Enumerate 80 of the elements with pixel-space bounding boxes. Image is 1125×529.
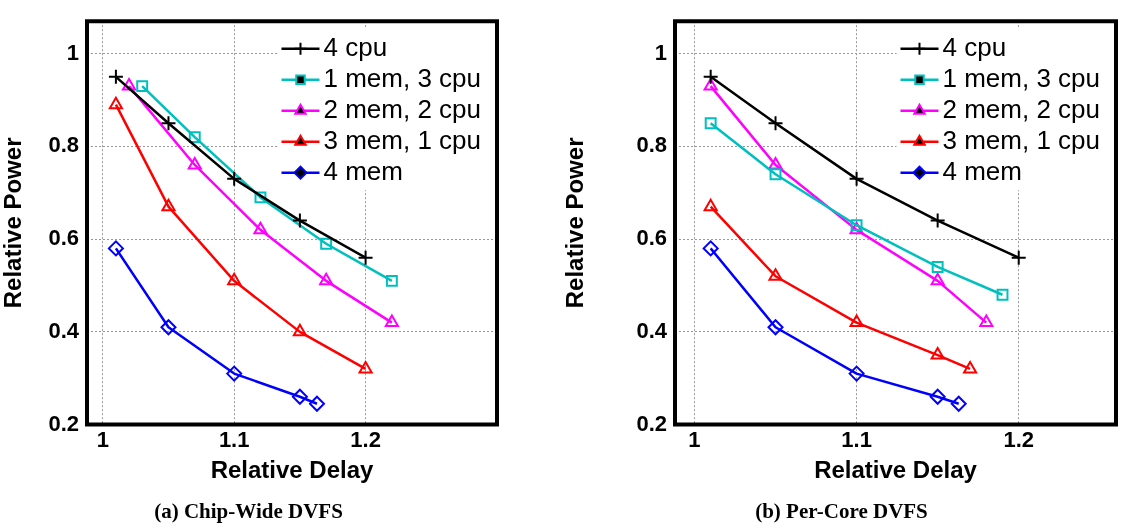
point <box>963 360 978 374</box>
point <box>188 131 201 144</box>
y-tick-label: 0.6 <box>636 225 667 251</box>
x-tick-label: 1 <box>688 426 701 452</box>
x-tick-label: 1.2 <box>350 426 381 452</box>
point <box>703 78 718 91</box>
text: (b) Per-Core DVFS <box>755 498 928 523</box>
x-tick-label: 1.2 <box>1003 426 1035 452</box>
point <box>226 170 243 187</box>
point <box>930 272 945 286</box>
point <box>979 314 994 328</box>
legend-label: 1 mem, 3 cpu <box>323 62 481 93</box>
text: (a) Chip-Wide DVFS <box>154 498 343 523</box>
point <box>385 274 398 287</box>
legend-label: 4 cpu <box>323 31 388 62</box>
point <box>187 156 202 170</box>
point <box>107 68 124 85</box>
point <box>136 80 149 93</box>
point <box>768 268 783 281</box>
y-tick-label: 1 <box>66 39 79 65</box>
legend-label: 2 mem, 2 cpu <box>942 93 1100 124</box>
y-tick-label: 0.4 <box>636 317 668 343</box>
point <box>358 360 373 374</box>
x-tick-label: 1.1 <box>841 426 872 452</box>
point <box>253 221 268 235</box>
y-tick-label: 0.6 <box>48 225 79 251</box>
point <box>254 191 267 204</box>
y-axis-title: Relative Power <box>0 137 27 309</box>
point <box>848 365 865 382</box>
legend-label: 2 mem, 2 cpu <box>323 93 481 124</box>
point <box>108 96 123 110</box>
point <box>319 272 334 286</box>
y-tick-label: 0.8 <box>48 132 79 158</box>
legend-label: 4 mem <box>942 155 1022 186</box>
point <box>931 261 944 273</box>
point <box>996 288 1009 301</box>
point <box>703 198 718 212</box>
point <box>767 319 784 336</box>
point <box>291 212 308 229</box>
point <box>357 249 374 266</box>
point <box>929 388 946 405</box>
legend-label: 1 mem, 3 cpu <box>942 62 1100 93</box>
point <box>292 323 307 337</box>
point <box>384 314 399 328</box>
point <box>291 388 308 405</box>
point <box>704 117 717 130</box>
point <box>121 78 137 91</box>
point <box>227 272 242 286</box>
x-tick-label: 1 <box>96 426 109 452</box>
point <box>107 240 124 257</box>
point <box>769 168 782 181</box>
y-tick-label: 1 <box>654 39 667 65</box>
point <box>950 395 967 412</box>
point <box>160 319 177 336</box>
legend-label: 4 cpu <box>942 31 1007 62</box>
legend-label: 4 mem <box>323 155 403 186</box>
x-axis-title: Relative Delay <box>210 456 375 484</box>
x-tick-label: 1.1 <box>218 426 250 452</box>
point <box>1010 249 1027 266</box>
legend-label: 3 mem, 1 cpu <box>942 124 1100 155</box>
point <box>929 212 946 229</box>
point <box>308 395 325 412</box>
point <box>320 237 333 250</box>
y-tick-label: 0.8 <box>636 132 667 158</box>
legend-label: 3 mem, 1 cpu <box>323 124 481 155</box>
point <box>930 347 945 360</box>
point <box>161 198 176 212</box>
y-tick-label: 0.2 <box>636 410 667 436</box>
point <box>226 365 243 382</box>
point <box>848 170 865 187</box>
point <box>767 115 784 132</box>
y-tick-label: 0.2 <box>48 410 79 436</box>
point <box>702 68 719 85</box>
point <box>768 156 783 170</box>
point <box>160 115 177 132</box>
x-axis-title: Relative Delay <box>814 456 978 484</box>
y-tick-label: 0.4 <box>48 317 80 343</box>
point <box>849 314 864 328</box>
y-axis-title: Relative Power <box>561 137 589 309</box>
point <box>702 240 719 257</box>
